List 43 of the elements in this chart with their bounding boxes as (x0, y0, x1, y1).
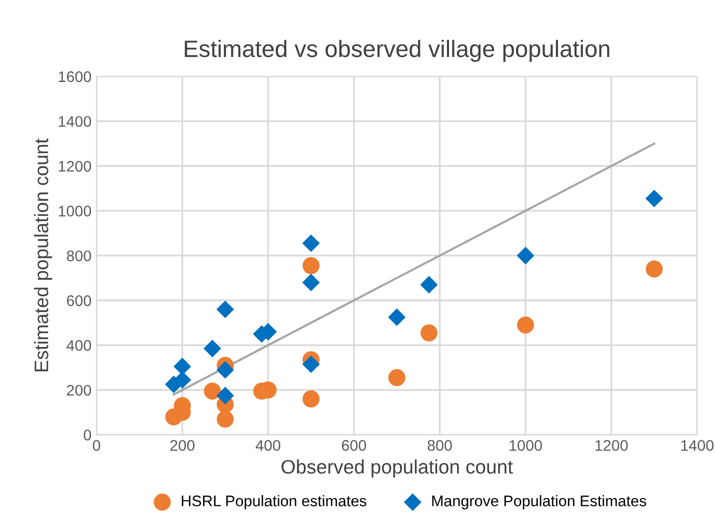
point (388, 308, 406, 326)
x-tick-label: 400 (256, 440, 280, 451)
point (174, 371, 192, 389)
legend-label: HSRL Population estimates (182, 495, 366, 510)
legend-label: Mangrove Population Estimates (432, 495, 646, 510)
point (174, 358, 192, 376)
y-tick-label: 800 (66, 250, 92, 262)
point (216, 300, 234, 318)
point (204, 382, 221, 400)
y-tick-label: 1200 (58, 160, 92, 172)
point (204, 340, 222, 358)
y-tick-label: 400 (66, 340, 92, 351)
y-tick-label: 1400 (58, 116, 92, 127)
point (420, 324, 438, 342)
point (302, 390, 320, 408)
point (216, 361, 234, 379)
y-tick-label: 1600 (58, 71, 92, 82)
point (646, 260, 663, 278)
y-tick-label: 200 (66, 384, 92, 396)
chart-title: Estimated vs observed village population (184, 40, 610, 62)
x-tick-label: 600 (342, 440, 366, 451)
y-tick-label: 0 (84, 430, 92, 440)
point (420, 276, 438, 294)
point (216, 386, 234, 404)
point (216, 410, 234, 428)
x-axis-title: Observed population count (282, 459, 513, 478)
x-tick-label: 1200 (596, 440, 628, 451)
y-axis-title: Estimated population count (34, 138, 52, 372)
point (302, 234, 320, 252)
point (645, 190, 664, 208)
point (302, 274, 320, 292)
point (388, 369, 406, 386)
y-tick-label: 600 (66, 295, 92, 306)
point (517, 316, 534, 334)
point (516, 246, 534, 264)
y-tick-label: 1000 (58, 206, 92, 216)
x-tick-label: 0 (92, 440, 100, 451)
x-tick-label: 800 (428, 440, 452, 451)
x-tick-label: 200 (170, 440, 194, 451)
x-tick-label: 1000 (510, 440, 542, 451)
point (302, 355, 320, 374)
point (302, 257, 320, 274)
x-tick-label: 1400 (681, 440, 714, 451)
